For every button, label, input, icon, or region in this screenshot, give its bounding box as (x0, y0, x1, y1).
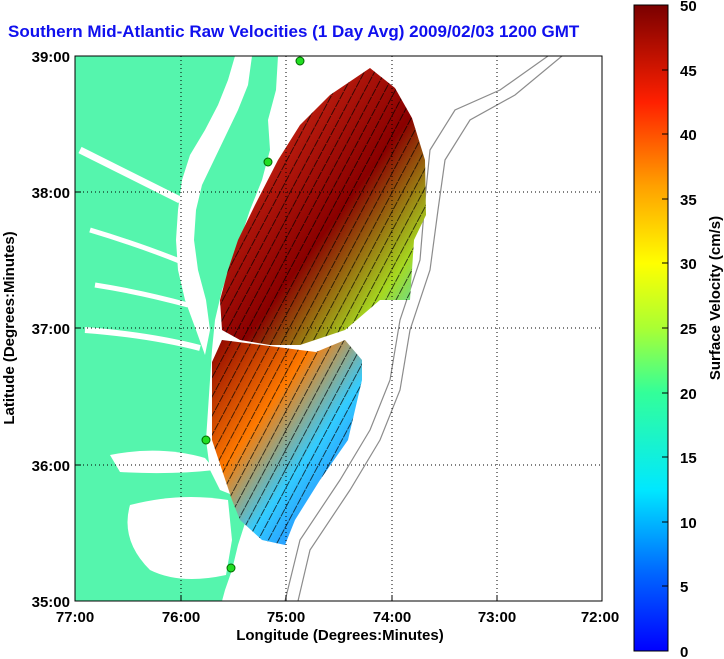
y-tick-label: 39:00 (32, 49, 70, 66)
x-tick-label: 76:00 (162, 609, 200, 626)
x-tick-label: 75:00 (267, 609, 305, 626)
colorbar-label: Surface Velocity (cm/s) (707, 216, 724, 380)
radar-station-marker (226, 563, 236, 573)
tributary-york (94, 282, 189, 308)
y-tick-label: 35:00 (32, 594, 70, 611)
y-tick-label: 37:00 (32, 321, 70, 338)
pamlico-sound (127, 496, 232, 579)
colorbar-tick-label: 25 (680, 321, 697, 338)
colorbar-tick-label: 10 (680, 515, 697, 532)
colorbar-tick-label: 0 (680, 644, 688, 659)
tributary-potomac (78, 146, 182, 204)
colorbar-tick-label: 50 (680, 0, 697, 15)
colorbar-tick-label: 15 (680, 450, 697, 467)
colorbar-tick-label: 20 (680, 386, 697, 403)
x-tick-label: 73:00 (478, 609, 516, 626)
y-tick-label: 38:00 (32, 185, 70, 202)
x-tick-label: 72:00 (581, 609, 619, 626)
radar-station-marker (201, 435, 211, 445)
colorbar-tick-label: 35 (680, 192, 697, 209)
x-axis-label: Longitude (Degrees:Minutes) (236, 627, 444, 644)
y-axis-label: Latitude (Degrees:Minutes) (1, 231, 18, 424)
colorbar-tick-label: 30 (680, 256, 697, 273)
tributary-james (84, 327, 201, 351)
gridlines (75, 56, 602, 601)
radar-station-marker (295, 56, 305, 66)
albemarle-sound (110, 450, 215, 474)
colorbar-tick-label: 5 (680, 579, 688, 596)
velocity-vectors-south (212, 340, 362, 545)
colorbar-tick-label: 45 (680, 63, 697, 80)
chesapeake-bay (176, 56, 252, 355)
velocity-vectors-north (220, 68, 426, 345)
x-tick-label: 74:00 (373, 609, 411, 626)
x-tick-label: 77:00 (56, 609, 94, 626)
bathymetry-contour (297, 56, 563, 601)
colorbar-tick-label: 40 (680, 127, 697, 144)
chart-title: Southern Mid-Atlantic Raw Velocities (1 … (8, 22, 580, 41)
radar-station-marker (263, 157, 273, 167)
y-tick-label: 36:00 (32, 458, 70, 475)
tributary-rappahannock (89, 227, 183, 265)
